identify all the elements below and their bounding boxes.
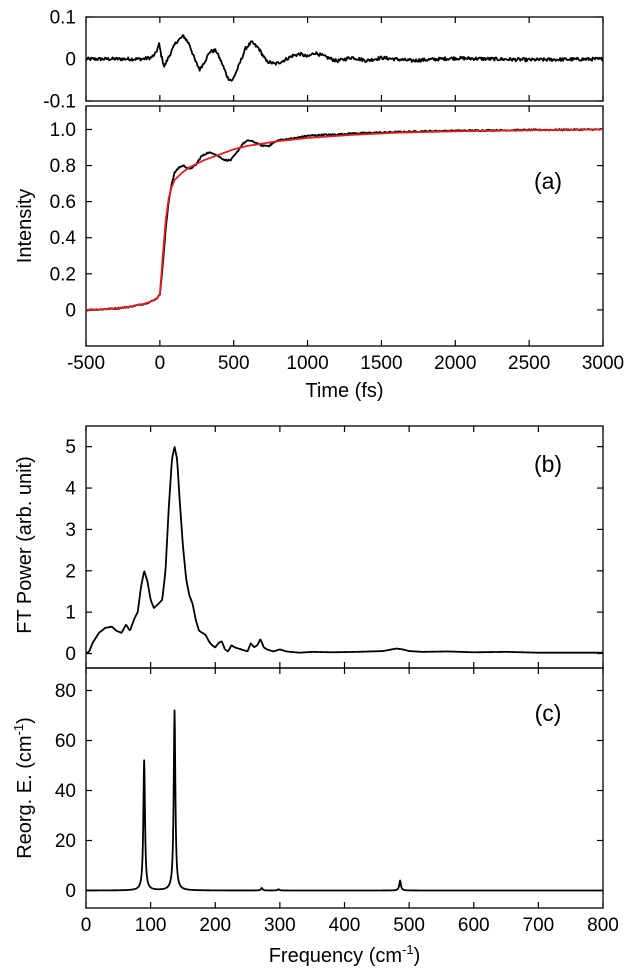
x-tick-label: 400 [329, 915, 361, 936]
ft-power-series [85, 446, 604, 655]
reorg-energy-line-0 [85, 709, 604, 892]
x-tick-label: 1500 [360, 353, 402, 374]
x-tick-label: 2500 [508, 353, 550, 374]
panel-label-c: (c) [535, 700, 562, 726]
y-tick-label: 80 [55, 681, 76, 702]
reorg-energy-x-tick-labels: 0 100 200 300 400 500 600 700 800 [81, 915, 619, 936]
y-tick-label: 60 [55, 731, 76, 752]
y-tick-label: 4 [65, 479, 76, 500]
y-tick-label: 5 [65, 437, 76, 458]
reorg-energy-x-axis-label: Frequency (cm-1) [269, 942, 421, 967]
y-tick-label: 0 [65, 50, 76, 71]
ft-power-line-0 [85, 446, 604, 655]
y-tick-label: 1.0 [50, 120, 76, 141]
ft-power-ticks [85, 426, 604, 668]
y-tick-label: 40 [55, 781, 76, 802]
intensity-y-tick-labels: 0 0.2 0.4 0.6 0.8 1.0 [50, 120, 77, 321]
intensity-line-1 [85, 128, 604, 311]
x-tick-label: 100 [135, 915, 167, 936]
residual-series [85, 34, 604, 82]
y-tick-label: 0 [65, 300, 76, 321]
panel-label-a: (a) [534, 168, 562, 194]
x-tick-label: 500 [218, 353, 250, 374]
ft-power-panel: 0 1 2 3 4 5 (b) FT Power (arb. unit) [14, 425, 604, 669]
x-tick-label: 300 [264, 915, 296, 936]
reorg-energy-ticks [85, 668, 604, 908]
ft-power-plot-frame [85, 425, 604, 669]
x-tick-label: 0 [81, 915, 92, 936]
x-tick-label: 600 [458, 915, 490, 936]
y-tick-label: 0.2 [50, 264, 76, 285]
intensity-x-axis-label: Time (fs) [305, 380, 383, 402]
intensity-x-tick-labels: -500 0 500 1000 1500 2000 2500 3000 [67, 353, 624, 374]
reorg-energy-y-axis-label: Reorg. E. (cm-1) [11, 717, 36, 859]
y-tick-label: -0.1 [43, 92, 76, 113]
x-tick-label: 500 [393, 915, 425, 936]
x-tick-label: 800 [587, 915, 619, 936]
intensity-series [85, 127, 604, 312]
intensity-plot-frame [85, 105, 604, 347]
intensity-panel: 0 0.2 0.4 0.6 0.8 1.0 -500 0 500 1000 1500 2000 250… [14, 105, 624, 402]
x-tick-label: 200 [199, 915, 231, 936]
y-tick-label: 20 [55, 831, 76, 852]
y-tick-label: 0.1 [50, 8, 76, 29]
y-tick-label: 0 [65, 644, 76, 665]
x-tick-label: -500 [67, 353, 105, 374]
x-tick-label: 0 [155, 353, 166, 374]
x-tick-label: 3000 [582, 353, 624, 374]
intensity-line-0 [85, 127, 604, 312]
residual-panel: -0.1 0 0.1 [43, 8, 604, 113]
x-tick-label: 2000 [434, 353, 476, 374]
reorg-energy-y-tick-labels: 0 20 40 60 80 [55, 681, 76, 902]
y-tick-label: 0.4 [50, 228, 77, 249]
y-tick-label: 0.8 [50, 156, 76, 177]
residual-y-tick-labels: -0.1 0 0.1 [43, 8, 76, 113]
ft-power-y-tick-labels: 0 1 2 3 4 5 [65, 437, 76, 665]
y-tick-label: 0 [65, 881, 76, 902]
y-tick-label: 0.6 [50, 192, 76, 213]
intensity-y-axis-label: Intensity [14, 189, 36, 263]
ft-power-y-axis-label: FT Power (arb. unit) [14, 456, 36, 633]
y-tick-label: 3 [65, 520, 76, 541]
reorg-energy-series [85, 709, 604, 892]
x-tick-label: 1000 [286, 353, 328, 374]
residual-line-0 [85, 34, 604, 82]
y-tick-label: 1 [65, 603, 76, 624]
x-tick-label: 700 [523, 915, 555, 936]
panel-label-b: (b) [534, 451, 562, 477]
intensity-ticks [85, 106, 604, 346]
reorg-energy-plot-frame [85, 667, 604, 909]
y-tick-label: 2 [65, 561, 76, 582]
